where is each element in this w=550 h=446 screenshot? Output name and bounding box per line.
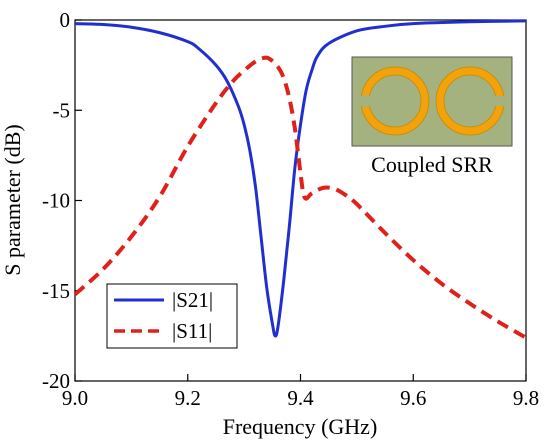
x-tick-label: 9.6 [400, 386, 426, 410]
x-axis-label: Frequency (GHz) [223, 414, 378, 439]
legend-label-s11: |S11| [172, 319, 212, 343]
series-line-s11 [73, 55, 527, 340]
inset-srr-picture [351, 56, 513, 147]
x-tick-label: 9.8 [513, 386, 539, 410]
left-split-ring [358, 66, 430, 136]
y-tick-label: 0 [60, 8, 71, 32]
legend-label-s21: |S21| [172, 288, 213, 312]
right-split-ring [435, 66, 508, 136]
legend: |S21| |S11| [106, 283, 238, 349]
y-tick-label: -5 [53, 98, 71, 122]
x-tick-label: 9.4 [287, 386, 314, 410]
inset-background [351, 56, 513, 147]
axis-ticks: 9.0 9.2 9.4 9.6 9.8 0 -5 -10 -15 -20 [42, 8, 539, 410]
inset-label: Coupled SRR [371, 152, 493, 177]
y-tick-label: -20 [42, 369, 70, 393]
series-line-s21 [74, 19, 527, 338]
series-layer [73, 19, 527, 340]
legend-box [106, 283, 238, 349]
y-axis-label: S parameter (dB) [0, 124, 25, 276]
y-tick-label: -10 [42, 189, 70, 213]
x-tick-label: 9.0 [62, 386, 88, 410]
y-tick-label: -15 [42, 279, 70, 303]
x-tick-label: 9.2 [175, 386, 201, 410]
